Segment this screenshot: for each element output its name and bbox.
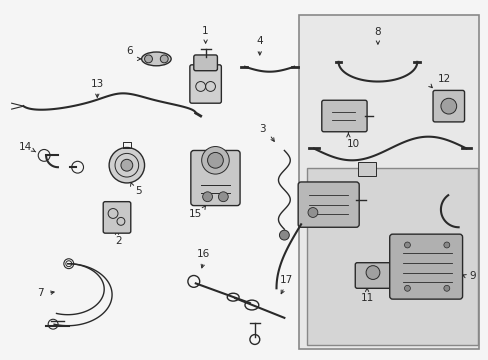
Circle shape [307, 208, 317, 217]
FancyBboxPatch shape [321, 100, 366, 132]
Text: 1: 1 [202, 26, 208, 36]
Circle shape [109, 148, 144, 183]
Text: 3: 3 [259, 124, 265, 134]
Text: 9: 9 [468, 271, 475, 282]
Text: 13: 13 [90, 78, 104, 89]
Circle shape [202, 192, 212, 202]
FancyBboxPatch shape [355, 263, 390, 288]
Circle shape [144, 55, 152, 63]
Text: 8: 8 [374, 27, 381, 37]
Text: 15: 15 [189, 210, 202, 220]
FancyBboxPatch shape [189, 65, 221, 103]
Circle shape [443, 242, 449, 248]
Circle shape [207, 152, 223, 168]
Circle shape [366, 266, 379, 279]
FancyBboxPatch shape [103, 202, 130, 233]
Bar [299, 15, 478, 349]
Text: 14: 14 [19, 141, 32, 152]
FancyBboxPatch shape [432, 90, 464, 122]
Text: 7: 7 [37, 288, 43, 298]
Text: 5: 5 [135, 186, 142, 196]
Bar [306, 168, 477, 345]
FancyBboxPatch shape [190, 150, 240, 206]
Text: 16: 16 [197, 249, 210, 259]
Text: 11: 11 [360, 293, 373, 303]
Circle shape [201, 147, 229, 174]
Circle shape [121, 159, 132, 171]
Circle shape [404, 285, 409, 291]
Circle shape [279, 230, 289, 240]
Text: 17: 17 [279, 275, 292, 285]
Circle shape [218, 192, 228, 202]
Text: 4: 4 [256, 36, 263, 46]
Text: 12: 12 [437, 73, 450, 84]
Text: 2: 2 [116, 236, 122, 246]
FancyBboxPatch shape [193, 55, 217, 71]
Text: 10: 10 [346, 139, 359, 149]
Circle shape [443, 285, 449, 291]
Text: 6: 6 [126, 46, 133, 56]
Circle shape [440, 98, 456, 114]
Circle shape [160, 55, 168, 63]
Bar [358, 162, 375, 176]
Ellipse shape [142, 52, 171, 66]
FancyBboxPatch shape [389, 234, 462, 299]
FancyBboxPatch shape [298, 182, 359, 227]
Circle shape [404, 242, 409, 248]
